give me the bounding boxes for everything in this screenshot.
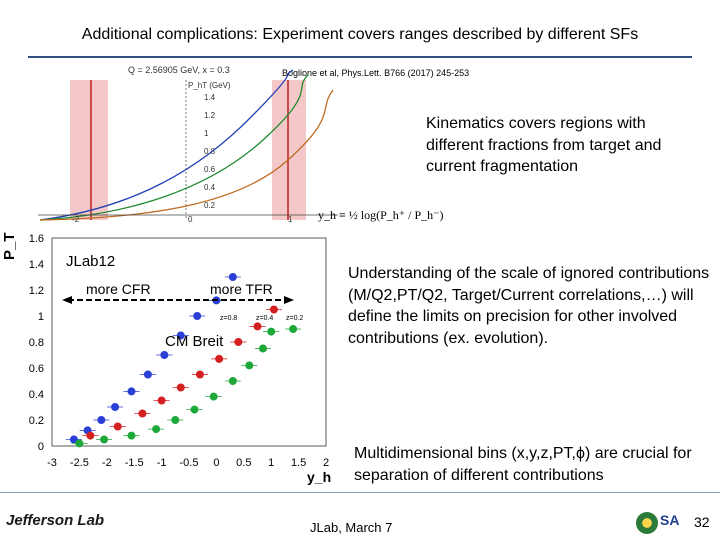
x-tick-label-7: 0.5: [236, 457, 251, 469]
point-1-11: [285, 325, 302, 333]
point-1-0: [71, 439, 88, 448]
top-y-tick-6: 0.2: [204, 201, 216, 210]
plot-frame: [51, 237, 327, 447]
tfr-band: [70, 80, 108, 220]
top-y-tick-3: 0.8: [204, 147, 216, 156]
y-tick-label-0: 1.6: [29, 233, 44, 245]
point-2-3: [153, 396, 170, 405]
y-axis-label: P_T: [1, 232, 18, 260]
point-0-0: [65, 435, 82, 444]
point-0-2: [93, 416, 110, 424]
top-y-ticks: 1.4 1.2 1 0.8 0.6 0.4 0.2: [204, 93, 216, 210]
point-2-7: [230, 338, 247, 346]
y-ticks: 1.6 1.4 1.2 1 0.8 0.6 0.4 0.2 0: [29, 233, 44, 453]
top-y-tick-5: 0.4: [204, 183, 216, 192]
x-tick-label-2: -2: [102, 457, 112, 469]
point-1-5: [186, 405, 203, 414]
x-tick-label-10: 2: [323, 457, 329, 469]
kinematics-text: Kinematics covers regions with different…: [426, 115, 662, 175]
page-number: 32: [694, 514, 710, 530]
x-tick-label-8: 1: [268, 457, 274, 469]
data-points: [65, 273, 302, 448]
multidim-text: Multidimensional bins (x,y,z,PT,ϕ) are c…: [354, 445, 692, 484]
arrow-left-head: [62, 296, 72, 304]
point-1-3: [148, 425, 165, 434]
z-label-2: z=0.2: [286, 315, 303, 322]
experiment-label: JLab12: [66, 253, 115, 270]
y-tick-label-3: 1: [38, 311, 44, 323]
main-scatter-plot: P_T 1.6 1.4 1.2 1 0.8 0.6 0.4 0.2 0 -3 -2.5 -2 -1.5…: [1, 232, 331, 485]
footer-date: JLab, March 7: [310, 520, 393, 535]
y-tick-label-7: 0.2: [29, 415, 44, 427]
yh-formula: y_h ≡ ½ log(P_h⁺ / P_h⁻): [318, 208, 444, 222]
point-1-9: [254, 344, 271, 353]
top-y-tick-4: 0.6: [204, 165, 216, 174]
cfr-label: more CFR: [86, 281, 151, 297]
jefferson-lab-logo: Jefferson Lab: [6, 512, 105, 529]
cfr-band: [272, 80, 306, 220]
point-1-1: [96, 435, 113, 444]
y-tick-label-6: 0.4: [29, 389, 44, 401]
seal-icon: [636, 512, 658, 534]
top-xtick-1: 0: [188, 215, 193, 222]
point-2-6: [211, 354, 228, 363]
citation: Boglione et al, Phys.Lett. B766 (2017) 2…: [282, 68, 470, 78]
x-axis-label: y_h: [307, 469, 331, 485]
top-xtick-0: -2: [72, 215, 80, 222]
point-0-5: [139, 370, 156, 379]
z-label-0: z=0.8: [220, 315, 237, 322]
curve-green: [39, 74, 309, 221]
x-tick-label-4: -1: [157, 457, 167, 469]
curve-blue: [39, 69, 294, 221]
point-1-10: [263, 327, 280, 336]
point-0-10: [224, 273, 241, 281]
point-2-1: [109, 422, 126, 431]
x-ticks: -3 -2.5 -2 -1.5 -1 -0.5 0 0.5 1 1.5 2: [47, 457, 329, 469]
top-plot: Q = 2.56905 GeV, x = 0.3 P_hT (GeV) 1.41…: [38, 65, 338, 222]
top-y-tick-2: 1: [204, 129, 209, 138]
point-1-2: [123, 431, 140, 440]
isa-logo: SA: [660, 512, 680, 528]
y-tick-label-2: 1.2: [29, 285, 44, 297]
point-1-6: [205, 392, 222, 401]
point-2-2: [134, 409, 151, 418]
point-0-7: [172, 331, 189, 340]
x-tick-label-5: -0.5: [180, 457, 199, 469]
point-0-8: [189, 312, 206, 320]
point-1-4: [167, 416, 184, 424]
tfr-label: more TFR: [210, 281, 273, 297]
point-0-6: [156, 351, 173, 359]
y-tick-label-8: 0: [38, 441, 44, 453]
point-2-4: [172, 383, 189, 392]
z-label-1: z=0.4: [256, 315, 273, 322]
y-tick-label-1: 1.4: [29, 259, 44, 271]
x-tick-label-0: -3: [47, 457, 57, 469]
y-tick-label-5: 0.6: [29, 363, 44, 375]
point-2-8: [249, 322, 266, 331]
x-tick-label-3: -1.5: [125, 457, 144, 469]
top-y-tick-1: 1.2: [204, 111, 216, 120]
x-tick-label-1: -2.5: [70, 457, 89, 469]
top-plot-header: Q = 2.56905 GeV, x = 0.3: [128, 65, 230, 75]
slide-title: Additional complications: Experiment cov…: [81, 26, 639, 43]
point-2-9: [265, 305, 282, 314]
point-2-5: [191, 370, 208, 379]
frame-label: CM Breit: [165, 333, 224, 350]
understanding-text: Understanding of the scale of ignored co…: [348, 265, 710, 347]
x-tick-label-6: 0: [213, 457, 219, 469]
point-1-7: [224, 377, 241, 385]
point-1-8: [241, 361, 258, 370]
x-tick-label-9: 1.5: [291, 457, 306, 469]
title-divider: [28, 56, 692, 58]
point-0-4: [123, 387, 140, 396]
y-tick-label-4: 0.8: [29, 337, 44, 349]
curve-orange: [39, 89, 334, 221]
top-xtick-2: 1: [288, 215, 293, 222]
arrow-right-head: [284, 296, 294, 304]
footer-divider: [0, 492, 720, 493]
point-0-3: [107, 403, 124, 411]
top-y-label: P_hT (GeV): [188, 81, 231, 90]
top-y-tick-0: 1.4: [204, 93, 216, 102]
point-2-0: [82, 431, 99, 440]
